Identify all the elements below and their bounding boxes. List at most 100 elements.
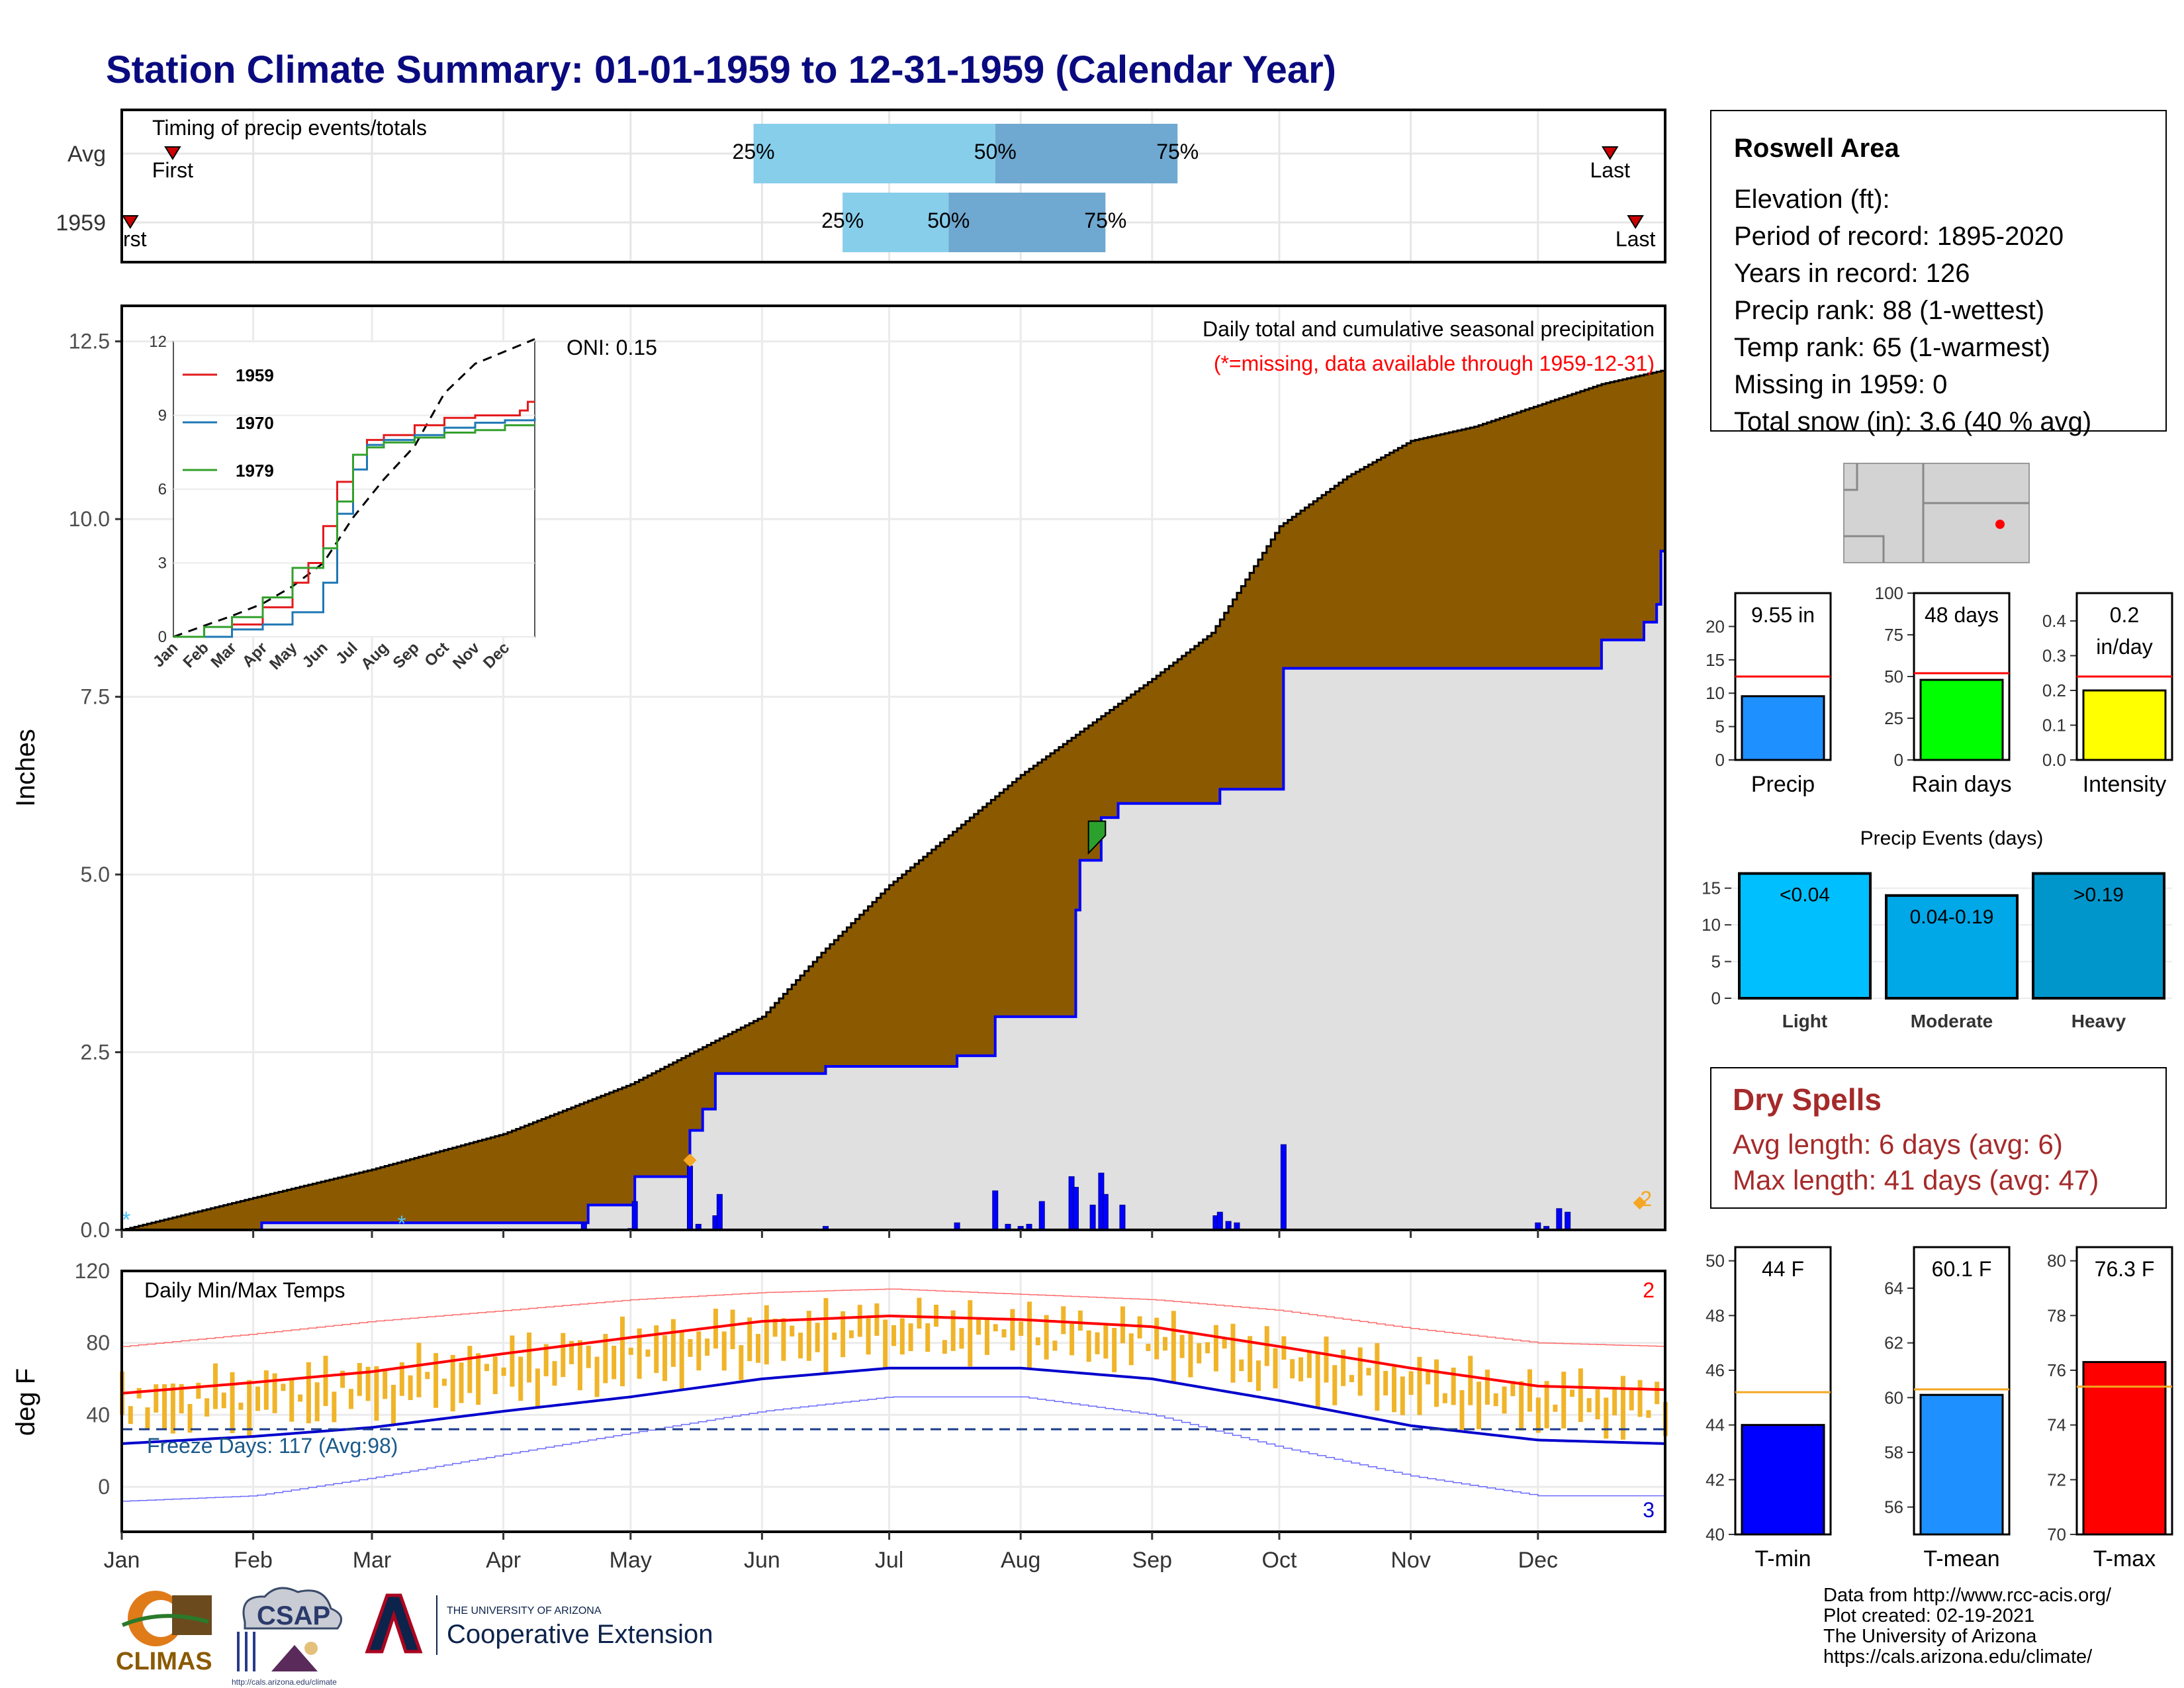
temp-panel: 0 40 80 120 Daily Min/Max Temps Freeze Days: … bbox=[11, 1259, 1668, 1533]
temp-bar-361 bbox=[1646, 1410, 1651, 1418]
credit-data-source: Data from http://www.rcc-acis.org/ bbox=[1823, 1585, 2112, 1606]
temp-bar-329 bbox=[1510, 1381, 1516, 1397]
temp-bar-37 bbox=[272, 1373, 277, 1413]
credit-plot-date: Plot created: 02-19-2021 bbox=[1823, 1605, 2035, 1626]
climas-logo: CLIMAS bbox=[116, 1591, 212, 1675]
map-background bbox=[1843, 463, 2030, 563]
inset-ytick-2: 6 bbox=[158, 481, 167, 498]
temp-bar-311 bbox=[1434, 1359, 1439, 1407]
psum-ytick-0-4: 20 bbox=[1706, 616, 1725, 636]
temp-bar-51 bbox=[332, 1391, 337, 1423]
psum-ytick-0-2: 10 bbox=[1706, 683, 1725, 703]
ua-line1-text: THE UNIVERSITY OF ARIZONA bbox=[447, 1605, 602, 1617]
temp-bar-135 bbox=[688, 1338, 693, 1357]
temp-bar-103 bbox=[552, 1361, 557, 1386]
temp-ytick-0: 0 bbox=[98, 1475, 110, 1499]
inset-avg-line bbox=[173, 338, 535, 638]
temp-ylabel: deg F bbox=[11, 1368, 40, 1436]
month-label-Oct: Oct bbox=[1262, 1548, 1297, 1573]
temp-bar-247 bbox=[1163, 1336, 1168, 1351]
temp-bar-75 bbox=[433, 1353, 439, 1408]
tsum-category-T-min: T-min bbox=[1755, 1546, 1811, 1571]
station-name: Roswell Area bbox=[1734, 134, 1899, 163]
temp-bar-339 bbox=[1553, 1404, 1558, 1412]
temp-bar-197 bbox=[950, 1310, 956, 1351]
missing-marker-1: * bbox=[122, 1207, 130, 1233]
temp-bar-225 bbox=[1069, 1323, 1075, 1356]
temp-bar-13 bbox=[170, 1383, 175, 1434]
temp-bar-313 bbox=[1442, 1393, 1447, 1403]
temp-bar-45 bbox=[306, 1362, 311, 1424]
timing-row-label-0: Avg bbox=[68, 142, 106, 167]
temp-summary-panels: 40 42 44 46 48 50 44 F T-min 56 58 60 62 64 60.1 F T-m… bbox=[1706, 1246, 2173, 1571]
timing-label: Timing of precip events/totals bbox=[152, 116, 427, 140]
events-category-Moderate: Moderate bbox=[1911, 1011, 1993, 1031]
temp-bar-43 bbox=[298, 1394, 303, 1402]
inset-ytick-4: 12 bbox=[149, 333, 167, 351]
temp-background bbox=[122, 1271, 1665, 1532]
temp-bar-307 bbox=[1417, 1356, 1422, 1415]
temp-bar-127 bbox=[654, 1325, 659, 1374]
temp-bar-331 bbox=[1519, 1381, 1524, 1430]
inset-legend-label-1979: 1979 bbox=[236, 461, 274, 481]
psum-bar-Precip bbox=[1741, 695, 1825, 761]
month-label-Sep: Sep bbox=[1132, 1548, 1173, 1573]
temp-bar-91 bbox=[501, 1367, 506, 1376]
precip-ytick-5: 12.5 bbox=[69, 330, 110, 353]
temp-bar-85 bbox=[476, 1353, 481, 1405]
events-ytick-1: 5 bbox=[1711, 952, 1721, 972]
temp-bar-203 bbox=[976, 1319, 981, 1335]
temp-bar-349 bbox=[1595, 1389, 1600, 1420]
temp-bar-125 bbox=[645, 1349, 651, 1357]
temp-bar-53 bbox=[340, 1370, 345, 1388]
temp-bar-191 bbox=[925, 1323, 931, 1352]
temp-bar-101 bbox=[543, 1344, 549, 1377]
temp-bar-137 bbox=[696, 1331, 702, 1371]
events-title: Precip Events (days) bbox=[1860, 827, 2044, 849]
credit-university: The University of Arizona bbox=[1823, 1626, 2037, 1647]
tsum-ytick-1-2: 60 bbox=[1884, 1387, 1903, 1407]
temp-max-count: 2 bbox=[1643, 1278, 1655, 1302]
temp-ytick-2: 80 bbox=[86, 1331, 110, 1355]
temp-bar-93 bbox=[510, 1335, 515, 1387]
station-location-dot bbox=[1995, 520, 2005, 529]
temp-bar-31 bbox=[247, 1380, 252, 1436]
psum-value-label-Rain days: 48 days bbox=[1925, 603, 1999, 627]
location-map bbox=[1843, 463, 2030, 563]
temp-bar-145 bbox=[730, 1309, 735, 1350]
daily-precip-bar-29 bbox=[1556, 1208, 1563, 1231]
temp-bar-201 bbox=[968, 1300, 973, 1367]
psum-category-Intensity: Intensity bbox=[2083, 772, 2167, 797]
temp-bar-347 bbox=[1586, 1398, 1592, 1413]
temp-bar-167 bbox=[823, 1297, 829, 1374]
temp-frame bbox=[120, 1270, 1666, 1533]
psum-ytick-2-0: 0.0 bbox=[2042, 750, 2066, 770]
tsum-ytick-2-0: 70 bbox=[2047, 1524, 2066, 1544]
temp-bar-207 bbox=[993, 1324, 998, 1332]
station-period: Period of record: 1895-2020 bbox=[1734, 222, 2064, 251]
temp-bar-187 bbox=[908, 1323, 913, 1352]
temp-bar-267 bbox=[1248, 1336, 1253, 1382]
temp-ytick-3: 120 bbox=[75, 1259, 110, 1283]
record-max-line bbox=[122, 1288, 1666, 1347]
temp-bar-337 bbox=[1544, 1381, 1549, 1429]
temp-bar-301 bbox=[1391, 1366, 1396, 1413]
temp-bar-179 bbox=[874, 1303, 880, 1336]
temp-bar-341 bbox=[1561, 1372, 1567, 1429]
temp-bar-259 bbox=[1213, 1325, 1218, 1372]
timing-frame bbox=[120, 109, 1666, 263]
precip-note: Daily total and cumulative seasonal prec… bbox=[1203, 317, 1655, 341]
daily-precip-bar-30 bbox=[1565, 1211, 1571, 1231]
temp-bar-81 bbox=[459, 1362, 464, 1403]
timing-q25-0: 25% bbox=[733, 140, 775, 164]
station-temp-rank: Temp rank: 65 (1-warmest) bbox=[1734, 333, 2050, 362]
temp-bar-269 bbox=[1255, 1360, 1261, 1391]
temp-bar-235 bbox=[1112, 1328, 1117, 1372]
temp-bar-185 bbox=[899, 1318, 905, 1355]
month-label-Dec: Dec bbox=[1518, 1548, 1558, 1573]
temp-bar-257 bbox=[1205, 1342, 1210, 1354]
page-title: Station Climate Summary: 01-01-1959 to 1… bbox=[106, 48, 1336, 91]
precip-frame bbox=[120, 305, 1666, 1231]
precip-ytick-4: 10.0 bbox=[69, 507, 110, 531]
